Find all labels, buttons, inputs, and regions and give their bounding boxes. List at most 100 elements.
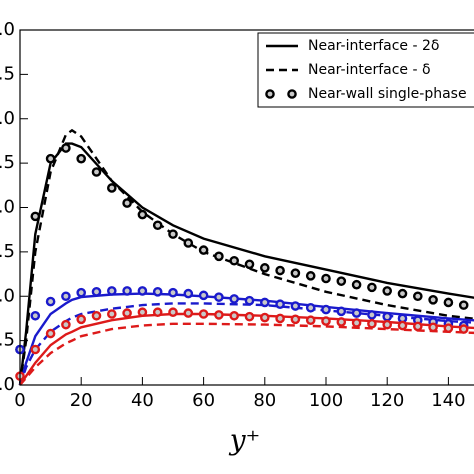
series-line: [18, 128, 474, 386]
data-point: [122, 308, 132, 318]
data-point: [198, 245, 209, 255]
x-tick-label: 100: [309, 390, 343, 411]
data-point: [382, 311, 393, 322]
data-point: [183, 238, 194, 248]
data-point: [458, 324, 469, 334]
data-point: [412, 321, 423, 332]
data-point: [30, 211, 41, 222]
data-point: [214, 251, 224, 262]
data-point: [168, 229, 178, 239]
data-point: [76, 287, 86, 298]
y-tick-label: 1.5: [0, 241, 15, 262]
legend: Near-interface - 2δ Near-interface - δ Nea…: [257, 32, 474, 108]
data-point: [30, 310, 41, 321]
data-point: [61, 291, 71, 302]
data-point: [321, 316, 331, 326]
data-point: [137, 286, 148, 296]
data-point: [397, 288, 408, 299]
data-point: [168, 287, 178, 298]
data-point: [152, 287, 163, 297]
x-tick-label: 40: [131, 390, 154, 411]
y-tick-label: 3.0: [0, 108, 15, 129]
data-point: [137, 209, 148, 220]
data-point: [45, 296, 56, 307]
data-point: [428, 322, 438, 333]
data-point: [259, 297, 270, 308]
data-point: [214, 292, 224, 302]
data-point: [397, 320, 408, 331]
data-point: [275, 265, 285, 276]
x-tick-label: 0: [14, 390, 25, 411]
data-point: [122, 198, 132, 208]
data-point: [244, 295, 255, 306]
data-point: [168, 307, 178, 318]
data-point: [382, 286, 393, 296]
data-point: [214, 310, 224, 320]
data-point: [443, 323, 454, 334]
y-tick-label: 2.5: [0, 152, 15, 173]
data-point: [61, 143, 71, 153]
data-point: [336, 317, 347, 327]
data-point: [321, 304, 331, 315]
data-point: [259, 263, 270, 273]
y-tick-label: 3.5: [0, 63, 15, 84]
data-point: [198, 290, 209, 301]
y-tick-label: 4.0: [0, 19, 15, 40]
y-tick-label: 0.0: [0, 374, 15, 395]
series-line: [18, 302, 474, 386]
data-point: [321, 273, 331, 284]
data-point: [336, 306, 347, 317]
legend-label: Near-interface - 2δ: [308, 38, 439, 54]
legend-marker: [265, 89, 275, 99]
x-tick-label: 120: [370, 390, 404, 411]
data-point: [198, 309, 209, 319]
x-tick-label: 20: [70, 390, 93, 411]
data-point: [229, 255, 239, 266]
data-point: [107, 309, 117, 319]
data-point: [45, 328, 56, 339]
data-point: [458, 300, 469, 310]
data-point: [428, 294, 438, 305]
data-point: [305, 315, 316, 326]
data-point: [244, 259, 255, 270]
legend-marker: [287, 89, 297, 99]
data-point: [367, 282, 377, 293]
data-point: [91, 310, 102, 321]
data-point: [305, 271, 316, 281]
data-point: [91, 287, 102, 297]
data-point: [275, 313, 285, 324]
data-point: [61, 319, 71, 330]
data-point: [229, 310, 239, 321]
data-point: [290, 314, 301, 325]
data-point: [443, 297, 454, 308]
data-point: [259, 312, 270, 323]
x-tick-label: 140: [431, 390, 465, 411]
data-point: [290, 268, 301, 278]
data-point: [229, 294, 239, 304]
y-tick-label: 0.5: [0, 330, 15, 351]
y-tick-label: 2.0: [0, 197, 15, 218]
data-point: [351, 318, 362, 328]
data-point: [412, 291, 423, 302]
data-point: [152, 220, 163, 231]
data-point: [244, 311, 255, 322]
data-point: [183, 288, 194, 299]
data-point: [336, 276, 347, 286]
data-point: [76, 153, 86, 164]
data-point: [367, 310, 377, 320]
data-point: [152, 307, 163, 318]
x-tick-label: 80: [253, 390, 276, 411]
legend-label: Near-interface - δ: [308, 62, 431, 78]
data-point: [122, 286, 132, 296]
data-point: [76, 314, 86, 325]
data-point: [107, 183, 117, 193]
plot-frame: [19, 29, 474, 386]
data-point: [91, 167, 102, 177]
data-point: [275, 299, 285, 310]
data-point: [367, 318, 377, 329]
y-tick-label: 1.0: [0, 285, 15, 306]
data-point: [45, 153, 56, 164]
series-line: [18, 142, 474, 386]
series-line: [19, 322, 474, 386]
